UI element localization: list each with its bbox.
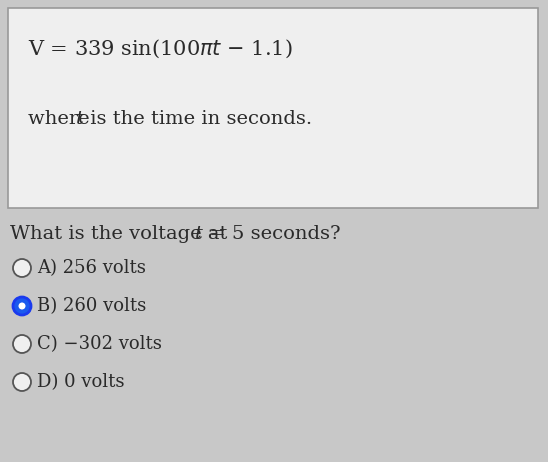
Text: A) 256 volts: A) 256 volts <box>37 259 146 277</box>
Circle shape <box>19 303 26 310</box>
Text: is the time in seconds.: is the time in seconds. <box>84 110 312 128</box>
Text: t: t <box>195 225 203 243</box>
Circle shape <box>13 297 31 315</box>
Text: where: where <box>28 110 96 128</box>
Text: B) 260 volts: B) 260 volts <box>37 297 146 315</box>
Text: What is the voltage at: What is the voltage at <box>10 225 233 243</box>
Text: t: t <box>76 110 84 128</box>
Text: D) 0 volts: D) 0 volts <box>37 373 124 391</box>
Circle shape <box>13 259 31 277</box>
FancyBboxPatch shape <box>8 8 538 208</box>
Circle shape <box>13 373 31 391</box>
Text: V = 339 sin(100$\pi t$ $-$ 1.1): V = 339 sin(100$\pi t$ $-$ 1.1) <box>28 38 293 61</box>
Circle shape <box>13 335 31 353</box>
Text: C) −302 volts: C) −302 volts <box>37 335 162 353</box>
Text: = 5 seconds?: = 5 seconds? <box>203 225 341 243</box>
